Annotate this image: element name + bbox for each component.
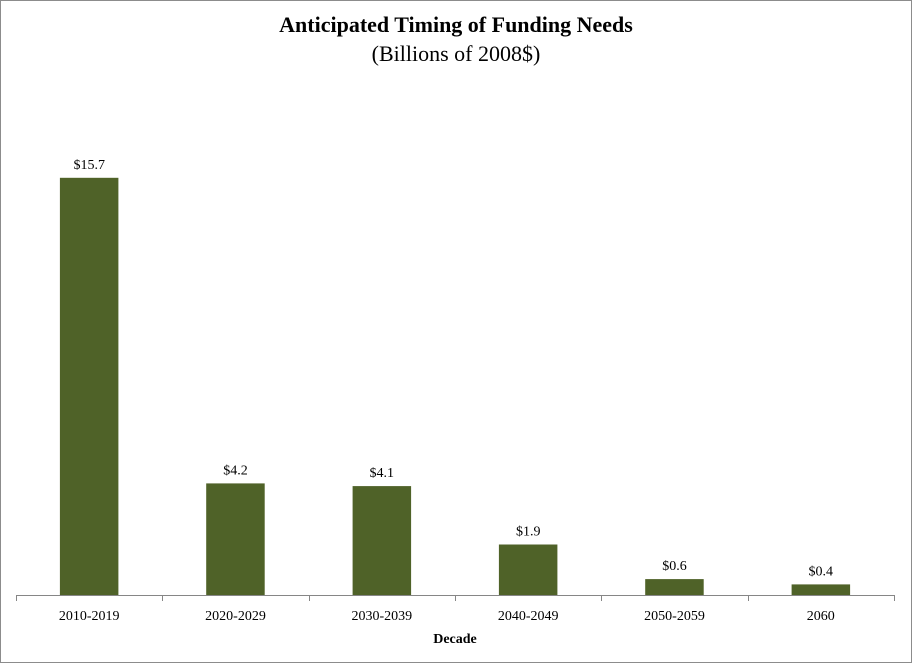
bar-2040-2049 xyxy=(498,544,558,595)
bar-2050-2059 xyxy=(645,579,704,595)
x-tick-label-2050-2059: 2050-2059 xyxy=(644,609,705,624)
x-tick-label-2060: 2060 xyxy=(807,609,835,624)
bar-2010-2019 xyxy=(59,177,119,596)
chart-title: Anticipated Timing of Funding Needs xyxy=(279,12,633,37)
bar-2020-2029 xyxy=(206,483,265,595)
x-tick-label-2030-2039: 2030-2039 xyxy=(351,609,412,624)
bar-2060 xyxy=(791,584,851,595)
x-tick-label-2010-2019: 2010-2019 xyxy=(59,609,120,624)
data-label-2040-2049: $1.9 xyxy=(516,525,541,540)
x-axis: 2010-2019 2020-2029 2030-2039 2040-2049 2050… xyxy=(16,595,895,624)
data-label-2020-2029: $4.2 xyxy=(223,463,248,478)
data-label-2050-2059: $0.6 xyxy=(662,559,687,574)
bars-group xyxy=(59,177,851,596)
data-label-2030-2039: $4.1 xyxy=(370,466,395,481)
chart-subtitle: (Billions of 2008$) xyxy=(371,41,541,66)
x-tick-label-2020-2029: 2020-2029 xyxy=(205,609,266,624)
data-labels-group: $15.7 $4.2 $4.1 $1.9 $0.6 $0.4 xyxy=(73,158,833,580)
x-axis-title: Decade xyxy=(433,632,477,647)
data-label-2060: $0.4 xyxy=(809,564,834,579)
data-label-2010-2019: $15.7 xyxy=(73,158,105,173)
bar-2030-2039 xyxy=(352,486,412,595)
x-tick-label-2040-2049: 2040-2049 xyxy=(498,609,559,624)
